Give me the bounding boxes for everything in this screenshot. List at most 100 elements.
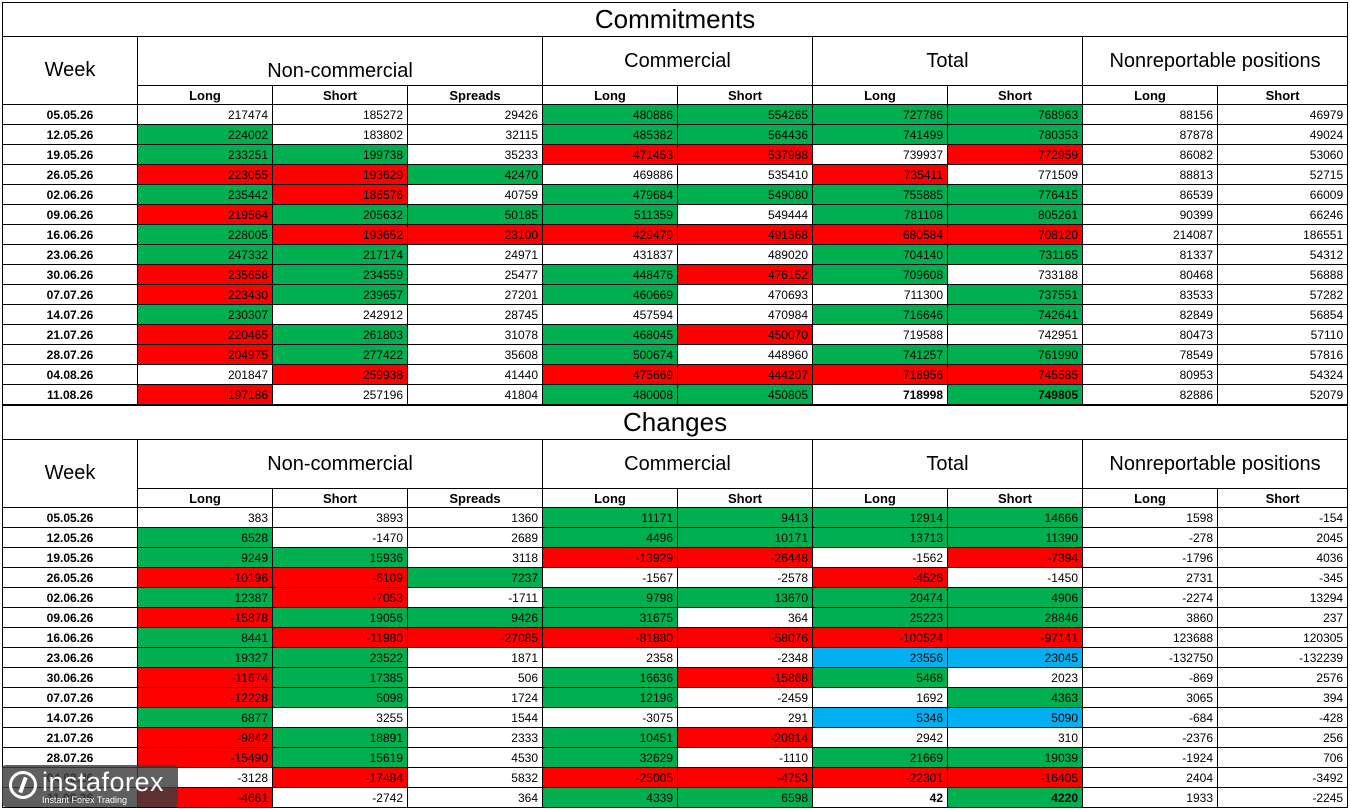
t-short-cell: 4363 [947, 687, 1083, 708]
week-cell: 14.07.26 [2, 304, 138, 325]
table-row: 09.06.26 -15878 19056 9426 31675 364 25223 2884… [2, 607, 1349, 628]
nc-short-cell: -7053 [272, 587, 408, 608]
nr-long-cell: 87878 [1082, 124, 1218, 145]
nr-long-cell: 80468 [1082, 264, 1218, 285]
nc-short-cell: -11980 [272, 627, 408, 648]
t-long-cell: 727786 [812, 104, 948, 125]
c-short-cell: 13670 [677, 587, 813, 608]
t-long-cell: 704140 [812, 244, 948, 265]
nc-short-cell: -2742 [272, 787, 408, 808]
table-row: 30.06.26 235658 234559 25477 448476 476152 709… [2, 264, 1349, 285]
c-short-cell: 470693 [677, 284, 813, 305]
t-long-header: Long [812, 85, 948, 105]
nc-long-cell: 228005 [137, 224, 273, 245]
nr-long-cell: 86082 [1082, 144, 1218, 165]
week-cell: 14.07.26 [2, 707, 138, 728]
t-short-cell: 2023 [947, 667, 1083, 688]
changes-table: Changes Week Non-commercial Commercial T… [1, 405, 1349, 808]
nr-long-cell: 82886 [1082, 384, 1218, 405]
t-short-cell: 731165 [947, 244, 1083, 265]
week-cell: 09.06.26 [2, 607, 138, 628]
week-cell: 07.07.26 [2, 284, 138, 305]
nr-short-cell: 54312 [1216, 244, 1349, 265]
nr-long-cell: 83533 [1082, 284, 1218, 305]
t-long-cell: 739937 [812, 144, 948, 165]
week-cell: 12.05.26 [2, 527, 138, 548]
nc-spreads-cell: -1711 [407, 587, 543, 608]
nc-short-cell: 17385 [272, 667, 408, 688]
nc-short-cell: 5098 [272, 687, 408, 708]
t-short-cell: 737551 [947, 284, 1083, 305]
nr-long-cell: -132750 [1082, 647, 1218, 668]
c-short-cell: 491368 [677, 224, 813, 245]
c-short-cell: 489020 [677, 244, 813, 265]
week-cell: 21.07.26 [2, 324, 138, 345]
nr-short-cell: 46979 [1216, 104, 1349, 125]
nc-long-cell: -9842 [137, 727, 273, 748]
nonreportable-header: Nonreportable positions [1081, 36, 1349, 86]
table-row: 07.07.26 223430 239657 27201 460669 470693 711… [2, 284, 1349, 305]
t-long-cell: 25223 [812, 607, 948, 628]
nc-spreads-header: Spreads [407, 488, 543, 508]
c-long-cell: -25005 [542, 767, 678, 788]
c-short-cell: 564436 [677, 124, 813, 145]
nr-short-header: Short [1216, 85, 1349, 105]
t-short-cell: 11390 [947, 527, 1083, 548]
nr-long-header: Long [1082, 488, 1218, 508]
nc-spreads-cell: 41440 [407, 364, 543, 385]
nr-long-cell: 2404 [1082, 767, 1218, 788]
nr-long-cell: 90399 [1082, 204, 1218, 225]
nc-spreads-cell: 40759 [407, 184, 543, 205]
nc-short-cell: 185272 [272, 104, 408, 125]
nc-spreads-cell: 1724 [407, 687, 543, 708]
nr-short-cell: 56888 [1216, 264, 1349, 285]
nc-spreads-cell: 1544 [407, 707, 543, 728]
nr-short-cell: 13294 [1216, 587, 1349, 608]
watermark-tagline: Instant Forex Trading [42, 795, 128, 805]
week-cell: 26.05.26 [2, 567, 138, 588]
nr-long-cell: 2731 [1082, 567, 1218, 588]
nr-short-cell: 57816 [1216, 344, 1349, 365]
nr-short-cell: 4036 [1216, 547, 1349, 568]
c-long-cell: -3075 [542, 707, 678, 728]
nc-spreads-cell: 2689 [407, 527, 543, 548]
t-long-cell: -22301 [812, 767, 948, 788]
nr-long-cell: 86539 [1082, 184, 1218, 205]
nr-short-cell: -3492 [1216, 767, 1349, 788]
nc-long-cell: 204975 [137, 344, 273, 365]
c-long-cell: -1567 [542, 567, 678, 588]
c-long-cell: 4339 [542, 787, 678, 808]
c-long-cell: 448476 [542, 264, 678, 285]
c-short-cell: 549444 [677, 204, 813, 225]
table-row: 16.06.26 228005 193652 23100 429479 491368 680… [2, 224, 1349, 245]
nr-long-cell: -1924 [1082, 747, 1218, 768]
table-row: 02.06.26 12387 -7053 -1711 9798 13670 20474 490… [2, 587, 1349, 608]
c-long-cell: 431837 [542, 244, 678, 265]
nc-spreads-cell: 50185 [407, 204, 543, 225]
nr-long-cell: 88813 [1082, 164, 1218, 185]
t-long-cell: -1562 [812, 547, 948, 568]
week-cell: 12.05.26 [2, 124, 138, 145]
nc-long-cell: 6528 [137, 527, 273, 548]
nc-short-cell: 261803 [272, 324, 408, 345]
nc-short-cell: 19056 [272, 607, 408, 628]
table-row: 30.06.26 -11674 17385 506 16636 -15868 5468 202… [2, 667, 1349, 688]
c-long-cell: 475669 [542, 364, 678, 385]
nc-long-cell: 383 [137, 507, 273, 528]
instaforex-logo-icon [9, 771, 37, 799]
c-long-cell: 468045 [542, 324, 678, 345]
table-row: 19.05.26 9249 15936 3118 -13929 -26448 -1562 -7… [2, 547, 1349, 568]
t-long-cell: 680584 [812, 224, 948, 245]
nc-spreads-cell: 29426 [407, 104, 543, 125]
c-long-cell: 31675 [542, 607, 678, 628]
c-short-cell: 554265 [677, 104, 813, 125]
c-long-header: Long [542, 85, 678, 105]
t-long-cell: 781108 [812, 204, 948, 225]
t-long-cell: 23556 [812, 647, 948, 668]
t-long-cell: 5468 [812, 667, 948, 688]
week-cell: 02.06.26 [2, 184, 138, 205]
table-row: 14.07.26 6877 3255 1544 -3075 291 5346 5090 -684… [2, 707, 1349, 728]
watermark-brand: instaforex [42, 767, 165, 797]
c-short-cell: -2459 [677, 687, 813, 708]
nr-long-cell: 123688 [1082, 627, 1218, 648]
